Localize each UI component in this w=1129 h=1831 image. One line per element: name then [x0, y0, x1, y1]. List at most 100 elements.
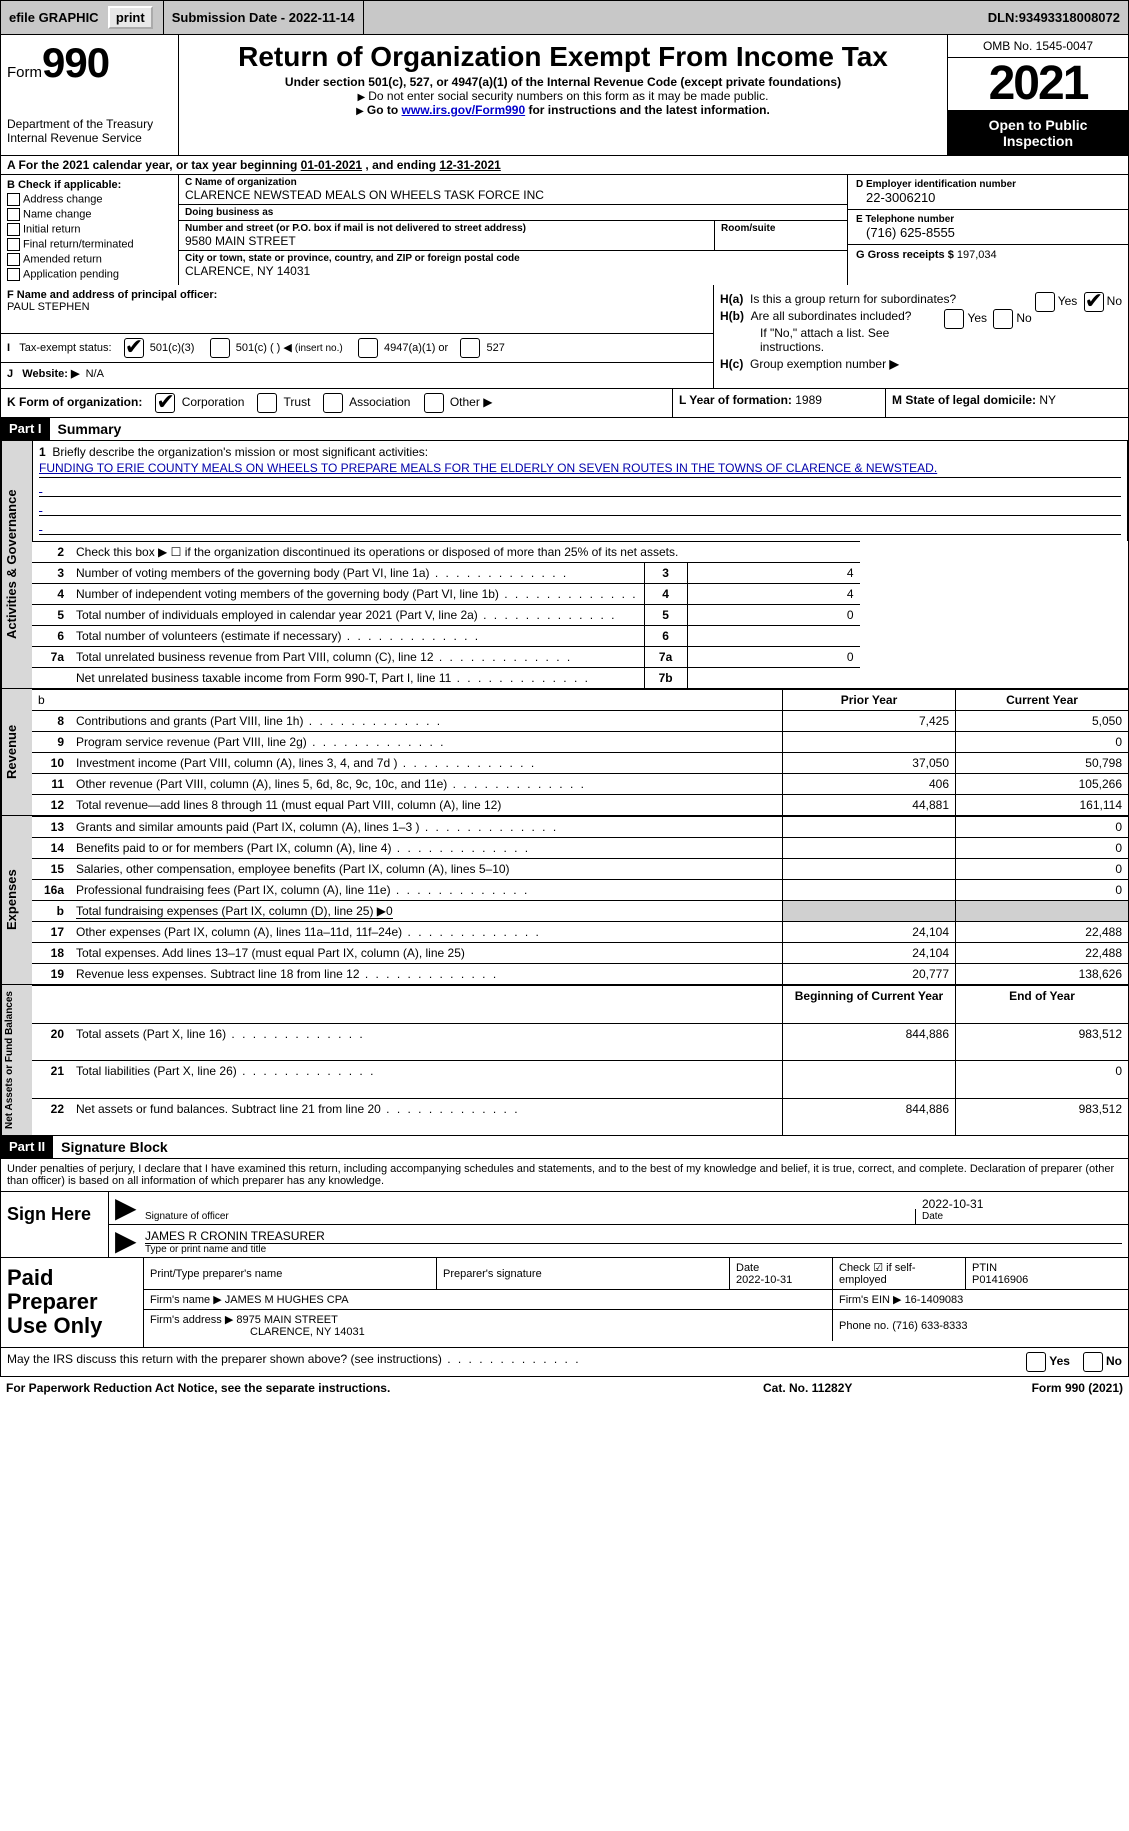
- section-c: C Name of organization CLARENCE NEWSTEAD…: [179, 175, 847, 285]
- chk-name-change[interactable]: [7, 208, 20, 221]
- irs-link[interactable]: www.irs.gov/Form990: [402, 103, 526, 117]
- header-mid: Return of Organization Exempt From Incom…: [179, 35, 947, 155]
- header-left: Form990 Department of the Treasury Inter…: [1, 35, 179, 155]
- chk-other[interactable]: [424, 393, 444, 413]
- part2-header: Part II Signature Block: [0, 1136, 1129, 1159]
- summary-governance: Activities & Governance 1 Briefly descri…: [0, 441, 1129, 689]
- summary-revenue: Revenue bPrior YearCurrent Year 8Contrib…: [0, 689, 1129, 816]
- cat-no: Cat. No. 11282Y: [763, 1381, 963, 1395]
- discuss-row: May the IRS discuss this return with the…: [0, 1348, 1129, 1377]
- chk-501c[interactable]: [210, 338, 230, 358]
- pra-notice: For Paperwork Reduction Act Notice, see …: [6, 1381, 763, 1395]
- topbar-spacer: [364, 1, 980, 34]
- form-title: Return of Organization Exempt From Incom…: [187, 41, 939, 73]
- efile-label: efile GRAPHIC print: [1, 1, 164, 34]
- table-row: 5Total number of individuals employed in…: [32, 605, 860, 626]
- header-right: OMB No. 1545-0047 2021 Open to Public In…: [947, 35, 1128, 155]
- firm-name: Firm's name ▶ JAMES M HUGHES CPA: [144, 1290, 833, 1310]
- sign-here-label: Sign Here: [1, 1192, 109, 1257]
- line-2: Check this box ▶ ☐ if the organization d…: [70, 542, 860, 563]
- dba-cell: Doing business as: [179, 205, 847, 221]
- firm-phone: Phone no. (716) 633-8333: [833, 1310, 1129, 1342]
- table-row: 13Grants and similar amounts paid (Part …: [32, 817, 1128, 838]
- form-ref: Form 990 (2021): [963, 1381, 1123, 1395]
- discuss-text: May the IRS discuss this return with the…: [7, 1352, 1023, 1372]
- vtab-governance: Activities & Governance: [1, 441, 32, 688]
- chk-trust[interactable]: [257, 393, 277, 413]
- h-note: If "No," attach a list. See instructions…: [720, 326, 1122, 354]
- city-cell: City or town, state or province, country…: [179, 251, 847, 280]
- summary-expenses: Expenses 13Grants and similar amounts pa…: [0, 816, 1129, 985]
- chk-app-pending[interactable]: [7, 268, 20, 281]
- street-cell: Number and street (or P.O. box if mail i…: [179, 221, 715, 250]
- discuss-no[interactable]: [1083, 1352, 1103, 1372]
- chk-final-return[interactable]: [7, 238, 20, 251]
- topbar: efile GRAPHIC print Submission Date - 20…: [0, 0, 1129, 35]
- mission-text: FUNDING TO ERIE COUNTY MEALS ON WHEELS T…: [39, 461, 1121, 478]
- table-row: 4Number of independent voting members of…: [32, 584, 860, 605]
- row-a-taxyear: A For the 2021 calendar year, or tax yea…: [0, 156, 1129, 175]
- chk-address-change[interactable]: [7, 193, 20, 206]
- table-row: bTotal fundraising expenses (Part IX, co…: [32, 901, 1128, 922]
- vtab-revenue: Revenue: [1, 689, 32, 815]
- table-row: 10Investment income (Part VIII, column (…: [32, 753, 1128, 774]
- submission-date: Submission Date - 2022-11-14: [164, 1, 364, 34]
- ha-no[interactable]: [1084, 292, 1104, 312]
- table-row: 8Contributions and grants (Part VIII, li…: [32, 711, 1128, 732]
- discuss-yesno: Yes No: [1023, 1352, 1122, 1372]
- row-klm: K Form of organization: Corporation Trus…: [0, 389, 1129, 418]
- chk-corp[interactable]: [155, 393, 175, 413]
- chk-amended[interactable]: [7, 253, 20, 266]
- mission-block: 1 Briefly describe the organization's mi…: [32, 441, 1128, 541]
- table-row: 11Other revenue (Part VIII, column (A), …: [32, 774, 1128, 795]
- preparer-date: Date2022-10-31: [730, 1258, 833, 1290]
- officer-name: JAMES R CRONIN TREASURER Type or print n…: [139, 1227, 1128, 1257]
- preparer-sig-hdr: Preparer's signature: [437, 1258, 730, 1290]
- officer-signature: Signature of officer: [139, 1209, 916, 1224]
- table-row: 9Program service revenue (Part VIII, lin…: [32, 732, 1128, 753]
- table-row: 17Other expenses (Part IX, column (A), l…: [32, 922, 1128, 943]
- hb-no[interactable]: [993, 309, 1013, 329]
- note-goto: Go to www.irs.gov/Form990 for instructio…: [187, 103, 939, 117]
- table-row: 15Salaries, other compensation, employee…: [32, 859, 1128, 880]
- ha-yes[interactable]: [1035, 292, 1055, 312]
- revenue-table: bPrior YearCurrent Year 8Contributions a…: [32, 689, 1128, 815]
- sign-here-row: Sign Here ▶ Signature of officer 2022-10…: [1, 1191, 1128, 1257]
- hb-yes[interactable]: [944, 309, 964, 329]
- self-employed: Check ☑ if self-employed: [833, 1258, 966, 1290]
- block-fh: F Name and address of principal officer:…: [0, 285, 1129, 389]
- arrow-icon: ▶: [109, 1192, 139, 1224]
- note-ssn: Do not enter social security numbers on …: [187, 89, 939, 103]
- form-header: Form990 Department of the Treasury Inter…: [0, 35, 1129, 156]
- table-row: 14Benefits paid to or for members (Part …: [32, 838, 1128, 859]
- paid-preparer-row: Paid Preparer Use Only Print/Type prepar…: [1, 1257, 1128, 1347]
- ein-cell: D Employer identification number 22-3006…: [848, 175, 1128, 210]
- section-b: B Check if applicable: Address change Na…: [1, 175, 179, 285]
- org-name-cell: C Name of organization CLARENCE NEWSTEAD…: [179, 175, 847, 205]
- part1-header: Part I Summary: [0, 418, 1129, 441]
- chk-initial-return[interactable]: [7, 223, 20, 236]
- dept-treasury: Department of the Treasury: [7, 117, 172, 131]
- ptin: PTINP01416906: [966, 1258, 1129, 1290]
- firm-address: Firm's address ▶ 8975 MAIN STREETCLARENC…: [144, 1310, 833, 1342]
- suite-cell: Room/suite: [715, 221, 847, 250]
- chk-527[interactable]: [460, 338, 480, 358]
- table-row: 12Total revenue—add lines 8 through 11 (…: [32, 795, 1128, 816]
- sign-date: 2022-10-31Date: [916, 1195, 1128, 1224]
- chk-4947[interactable]: [358, 338, 378, 358]
- chk-501c3[interactable]: [124, 338, 144, 358]
- table-row: Net unrelated business taxable income fr…: [32, 668, 860, 689]
- print-button[interactable]: print: [108, 6, 153, 29]
- bottom-footer: For Paperwork Reduction Act Notice, see …: [0, 1377, 1129, 1399]
- section-i: I Tax-exempt status: 501(c)(3) 501(c) ( …: [1, 333, 713, 362]
- section-l: L Year of formation: 1989: [672, 389, 885, 417]
- vtab-netassets: Net Assets or Fund Balances: [1, 985, 32, 1135]
- irs-label: Internal Revenue Service: [7, 131, 172, 145]
- form-subtitle: Under section 501(c), 527, or 4947(a)(1)…: [187, 75, 939, 89]
- chk-assoc[interactable]: [323, 393, 343, 413]
- section-f: F Name and address of principal officer:…: [1, 285, 714, 388]
- netassets-table: Beginning of Current YearEnd of Year 20T…: [32, 985, 1128, 1135]
- table-row: 6Total number of volunteers (estimate if…: [32, 626, 860, 647]
- penalty-text: Under penalties of perjury, I declare th…: [1, 1159, 1128, 1191]
- discuss-yes[interactable]: [1026, 1352, 1046, 1372]
